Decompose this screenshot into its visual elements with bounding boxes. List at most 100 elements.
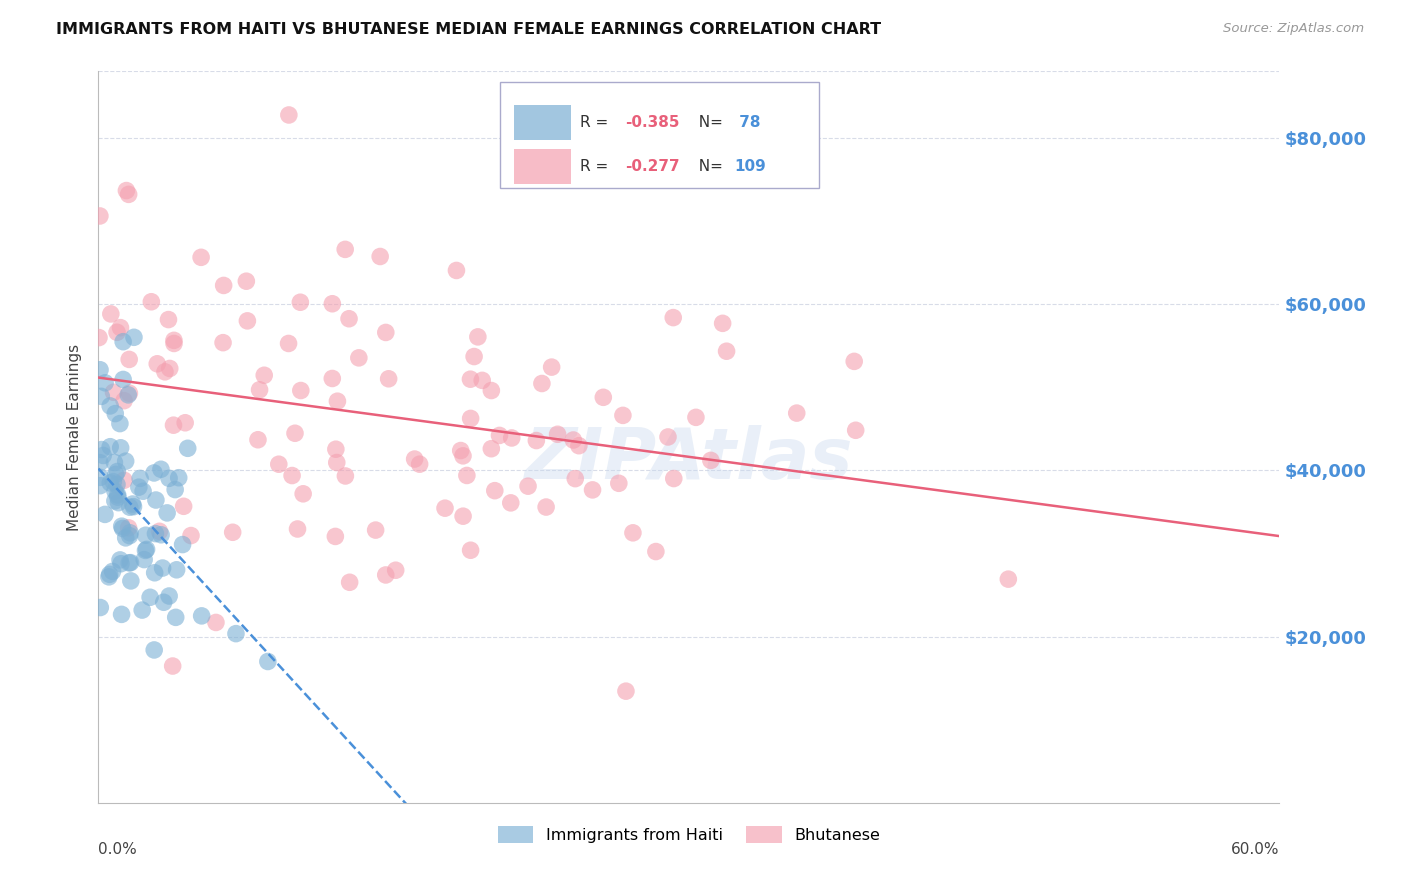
Point [111,521,134,535]
Point [89,456,111,470]
Point [347,351,370,365]
Point [163,336,186,351]
Point [540,360,562,375]
Point [321,297,343,311]
Point [132,484,155,499]
Text: N=: N= [689,160,728,174]
Point [129,471,152,485]
Point [592,390,614,404]
Point [107,496,129,510]
Point [112,334,135,349]
Point [460,543,482,558]
FancyBboxPatch shape [515,149,571,185]
FancyBboxPatch shape [515,104,571,140]
Point [484,483,506,498]
Text: 78: 78 [734,115,761,129]
Point [108,553,131,567]
Point [451,509,474,524]
Point [235,274,257,288]
Point [384,563,406,577]
Point [104,407,127,421]
Point [89,478,111,492]
Point [120,525,142,540]
Point [167,471,190,485]
Legend: Immigrants from Haiti, Bhutanese: Immigrants from Haiti, Bhutanese [491,820,887,850]
Point [117,388,139,402]
Point [173,500,195,514]
Point [364,523,387,537]
Point [91,449,114,463]
Point [166,563,188,577]
Point [517,479,540,493]
Point [253,368,276,383]
Point [374,568,396,582]
Point [174,416,197,430]
Point [267,457,290,471]
Point [212,335,235,350]
Point [159,361,181,376]
Point [685,410,707,425]
Point [501,431,523,445]
Point [97,570,120,584]
Point [568,439,591,453]
Point [165,610,187,624]
Point [121,497,143,511]
Point [460,372,482,386]
Point [110,557,132,571]
Point [716,344,738,359]
Point [89,209,111,223]
Point [122,330,145,344]
Point [284,426,307,441]
Point [463,350,485,364]
Point [368,250,391,264]
Text: Source: ZipAtlas.com: Source: ZipAtlas.com [1223,22,1364,36]
Point [326,394,349,409]
Point [105,326,128,340]
Point [104,467,127,482]
Point [337,311,360,326]
Point [145,526,167,541]
Point [290,384,312,398]
Point [118,352,141,367]
Point [110,320,132,334]
Text: 0.0%: 0.0% [98,842,138,856]
Point [146,357,169,371]
Point [177,442,200,456]
Point [644,544,666,558]
Point [98,567,121,582]
Point [162,659,184,673]
Point [711,316,734,330]
Text: N=: N= [689,115,728,129]
Point [100,307,122,321]
Point [118,556,141,570]
Point [499,496,522,510]
Point [90,442,112,457]
Text: ZIPAtlas: ZIPAtlas [524,425,853,493]
Point [434,501,457,516]
Point [845,423,868,437]
Point [101,565,124,579]
Point [152,595,174,609]
Point [98,440,121,454]
Point [281,468,304,483]
Point [172,537,194,551]
Point [467,330,489,344]
Point [114,531,136,545]
Point [94,508,117,522]
Point [377,372,399,386]
Point [700,453,723,467]
Point [621,525,644,540]
Point [157,312,180,326]
Point [107,488,129,502]
Point [408,457,430,471]
Point [456,468,478,483]
Point [112,372,135,386]
Point [117,521,139,535]
Point [190,250,212,264]
Point [153,365,176,379]
Point [662,471,685,485]
Point [112,473,135,487]
Point [134,543,156,558]
Point [103,385,125,400]
Point [105,465,128,479]
